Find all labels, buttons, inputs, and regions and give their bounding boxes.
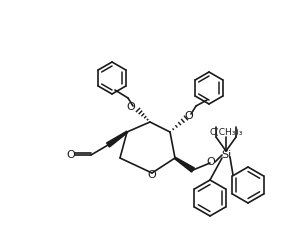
Text: Si: Si bbox=[221, 150, 231, 160]
Text: O: O bbox=[207, 157, 215, 167]
Text: O: O bbox=[148, 170, 156, 180]
Text: O: O bbox=[67, 150, 75, 160]
Text: O: O bbox=[185, 111, 193, 121]
Text: O: O bbox=[126, 102, 135, 112]
Text: C(CH₃)₃: C(CH₃)₃ bbox=[209, 129, 243, 138]
Polygon shape bbox=[175, 157, 194, 172]
Polygon shape bbox=[107, 131, 127, 147]
